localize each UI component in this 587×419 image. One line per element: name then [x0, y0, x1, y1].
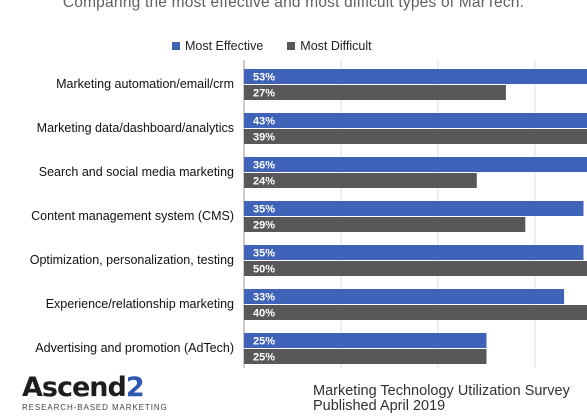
- chart-subtitle: Comparing the most effective and most di…: [62, 0, 525, 11]
- data-label: 27%: [253, 88, 275, 100]
- data-label: 36%: [253, 160, 275, 172]
- data-label: 40%: [253, 308, 275, 320]
- category-label: Content management system (CMS): [31, 209, 234, 223]
- category-label: Marketing data/dashboard/analytics: [37, 121, 234, 135]
- data-label: 50%: [253, 264, 275, 276]
- bar-chart: Marketing automation/email/crm 53% 27% Mark…: [30, 60, 587, 368]
- bar: [244, 261, 587, 276]
- data-label: 25%: [253, 336, 275, 348]
- bar: [244, 69, 587, 84]
- bar: [244, 245, 584, 260]
- source-line-1: Marketing Technology Utilization Survey: [313, 383, 570, 399]
- data-label: 53%: [253, 72, 275, 84]
- data-label: 35%: [253, 248, 275, 260]
- data-label: 35%: [253, 204, 275, 216]
- legend: Most Effective Most Difficult: [172, 38, 396, 54]
- logo-wordmark: Ascend2: [22, 374, 168, 401]
- bar: [244, 173, 477, 188]
- bar: [244, 201, 584, 216]
- category-label: Marketing automation/email/crm: [56, 77, 234, 91]
- data-label: 25%: [253, 352, 275, 364]
- legend-label-most-difficult: Most Difficult: [300, 39, 372, 53]
- logo-text: Ascend: [22, 372, 127, 403]
- category-label: Advertising and promotion (AdTech): [35, 341, 234, 355]
- category-label: Search and social media marketing: [39, 165, 234, 179]
- data-label: 39%: [253, 132, 275, 144]
- legend-item-most-difficult: Most Difficult: [287, 39, 372, 53]
- data-label: 29%: [253, 220, 275, 232]
- ascend2-logo: Ascend2 RESEARCH-BASED MARKETING: [22, 374, 168, 412]
- data-label: 33%: [253, 292, 275, 304]
- data-label: 43%: [253, 116, 275, 128]
- logo-tagline: RESEARCH-BASED MARKETING: [22, 403, 168, 412]
- bar: [244, 333, 487, 348]
- category-label: Experience/relationship marketing: [46, 297, 234, 311]
- legend-swatch-most-effective: [172, 42, 180, 50]
- bar: [244, 289, 565, 304]
- bar: [244, 113, 587, 128]
- source-note: Marketing Technology Utilization Survey …: [313, 384, 570, 413]
- category-label: Optimization, personalization, testing: [30, 253, 234, 267]
- legend-item-most-effective: Most Effective: [172, 39, 263, 53]
- bar: [244, 305, 587, 320]
- data-label: 24%: [253, 176, 275, 188]
- logo-number: 2: [125, 372, 145, 403]
- legend-swatch-most-difficult: [287, 42, 296, 50]
- bar: [244, 349, 487, 364]
- bar: [244, 129, 587, 144]
- bar: [244, 85, 506, 100]
- bar: [244, 217, 526, 232]
- bar: [244, 157, 587, 172]
- legend-label-most-effective: Most Effective: [185, 39, 264, 53]
- source-line-2: Published April 2019: [313, 397, 446, 414]
